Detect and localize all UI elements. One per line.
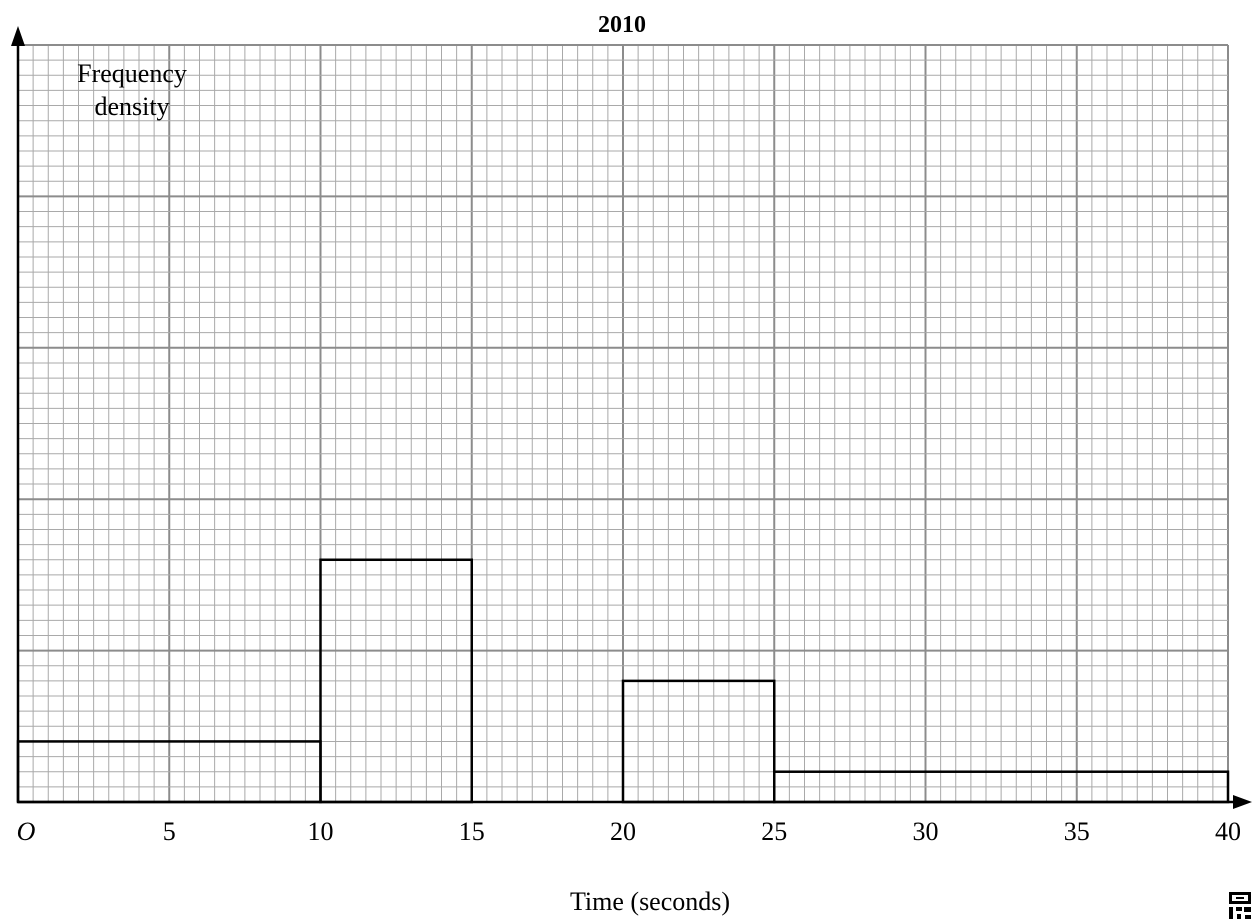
x-tick-label: 5 bbox=[163, 817, 176, 846]
x-tick-label: 20 bbox=[610, 817, 636, 846]
y-axis-arrow-icon bbox=[11, 26, 25, 46]
axes bbox=[11, 26, 1252, 809]
y-axis-label-line-1: Frequency bbox=[77, 59, 187, 88]
x-tick-label: 10 bbox=[308, 817, 334, 846]
origin-label: O bbox=[17, 817, 36, 846]
y-axis-label-line-2: density bbox=[94, 92, 169, 121]
x-tick-labels: 5 10 15 20 25 30 35 40 bbox=[163, 817, 1241, 846]
x-axis-label: Time (seconds) bbox=[570, 887, 730, 916]
x-tick-label: 30 bbox=[913, 817, 939, 846]
x-tick-label: 25 bbox=[761, 817, 787, 846]
x-tick-label: 15 bbox=[459, 817, 485, 846]
x-tick-label: 40 bbox=[1215, 817, 1241, 846]
x-axis-arrow-icon bbox=[1233, 795, 1252, 809]
chart-title: 2010 bbox=[598, 12, 646, 38]
qr-code-icon bbox=[1229, 892, 1251, 919]
x-tick-label: 35 bbox=[1064, 817, 1090, 846]
